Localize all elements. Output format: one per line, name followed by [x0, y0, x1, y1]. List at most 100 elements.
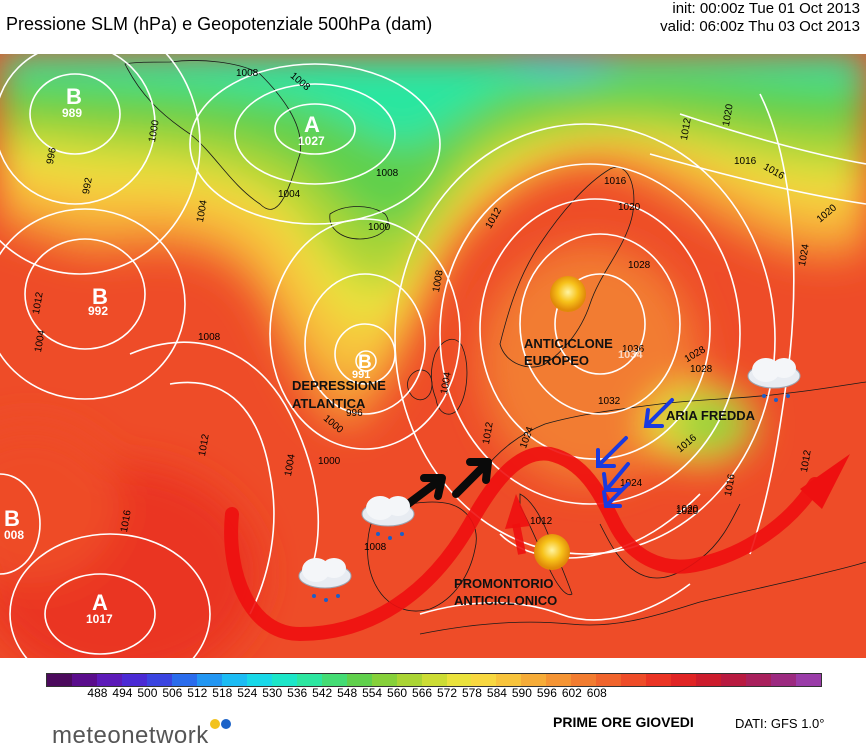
cold-arrow: [602, 482, 630, 508]
color-swatch: [721, 674, 747, 686]
color-scale-label: 602: [561, 686, 582, 700]
color-scale-labels: 488 494 500 506 512 518 524 530 536 542 548 554 560 5…: [46, 686, 820, 702]
isobar-label: 996: [45, 146, 59, 165]
color-swatch: [146, 674, 172, 686]
isobar-label: 1000: [147, 119, 162, 143]
isobars: [0, 54, 866, 658]
color-swatch: [571, 674, 597, 686]
color-swatch: [496, 674, 522, 686]
color-scale-label: 590: [511, 686, 532, 700]
british-isles-coast: [430, 338, 468, 415]
rain-cloud-icon: [298, 558, 352, 602]
ridge-curve: [224, 446, 822, 642]
color-swatch: [771, 674, 797, 686]
annotation-depressione-line1: DEPRESSIONE: [292, 378, 386, 393]
color-swatch: [171, 674, 197, 686]
isobar-label: 1024: [620, 478, 643, 489]
ridge-axis-arrowhead: [505, 494, 530, 529]
color-scale-label: 518: [212, 686, 233, 700]
init-time: init: 00:00z Tue 01 Oct 2013: [672, 0, 860, 17]
color-swatch: [396, 674, 422, 686]
isobar-label: 1028: [628, 260, 651, 271]
ridge-axis-arrow: [512, 523, 526, 555]
isobar-low-989: [29, 73, 121, 155]
high-letter: A: [304, 112, 320, 137]
greenland-coast: [124, 60, 302, 210]
color-swatch: [746, 674, 772, 686]
color-scale-label: 554: [362, 686, 383, 700]
isobar-label: 1004: [439, 371, 454, 395]
isobar-label: 1016: [723, 473, 738, 497]
low-letter: B: [4, 506, 20, 531]
isobar-label: 1008: [236, 68, 259, 79]
color-swatch: [596, 674, 622, 686]
color-swatch: [546, 674, 572, 686]
logo-dot-yellow: [210, 719, 220, 729]
color-swatch: [196, 674, 222, 686]
data-source: DATI: GFS 1.0°: [735, 716, 825, 731]
high-center: 1034: [618, 349, 643, 361]
flow-arrow: [404, 474, 446, 508]
color-scale-label: 608: [586, 686, 607, 700]
high-letter: A: [92, 590, 108, 615]
logo-dot-blue: [221, 719, 231, 729]
high-center: A 1027: [298, 112, 325, 148]
color-swatch: [296, 674, 322, 686]
iberia-coast: [367, 501, 477, 612]
isobar-label: 1020: [676, 504, 699, 515]
isobar-label: 1036: [622, 344, 645, 355]
isobar-label: 1008: [364, 542, 387, 553]
color-scale-label: 548: [337, 686, 358, 700]
cold-arrow: [643, 398, 674, 428]
annotation-promontorio-line2: ANTICICLONICO: [454, 593, 557, 608]
isobar-label: 1028: [690, 364, 713, 375]
color-swatch: [471, 674, 497, 686]
isobar-label: 1016: [604, 176, 627, 187]
rain-cloud-icon: [747, 358, 801, 402]
annotation-aria-fredda: ARIA FREDDA: [666, 408, 756, 423]
isobar-label: 1012: [679, 117, 694, 141]
isobar-label: 1032: [598, 396, 621, 407]
isobar-label: 1020: [676, 506, 699, 517]
color-swatch: [346, 674, 372, 686]
low-value: 989: [62, 106, 82, 120]
isobar-label: 1016: [119, 509, 134, 533]
isobar-label: 1000: [368, 222, 391, 233]
color-swatch: [796, 674, 822, 686]
logo-dots: [210, 716, 232, 734]
meteonetwork-logo: meteonetwork: [52, 722, 209, 749]
cold-arrow: [596, 436, 628, 468]
isobar-label: 1000: [318, 456, 341, 467]
isobar-label: 1004: [33, 329, 48, 353]
annotation-anticiclone-line1: ANTICICLONE: [524, 336, 613, 351]
color-scale-label: 596: [536, 686, 557, 700]
sun-icon: [550, 276, 586, 312]
color-scale-label: 584: [486, 686, 507, 700]
low-center: B 992: [88, 284, 108, 318]
color-scale-label: 506: [162, 686, 183, 700]
isobar-label: 1008: [376, 168, 399, 179]
geopotential-color-scale: [46, 673, 822, 687]
ridge-arrow: [224, 446, 850, 642]
color-swatch: [321, 674, 347, 686]
color-scale-label: 512: [187, 686, 208, 700]
low-letter: B: [358, 352, 372, 373]
annotations: DEPRESSIONE ATLANTICA ANTICICLONE EUROPE…: [292, 336, 756, 608]
color-scale-label: 566: [412, 686, 433, 700]
sun-icon: [534, 534, 570, 570]
color-swatch: [246, 674, 272, 686]
color-swatch: [371, 674, 397, 686]
isobar-label: 1020: [618, 202, 641, 213]
color-swatch: [696, 674, 722, 686]
high-value: 1017: [86, 612, 113, 626]
annotation-anticiclone-line2: EUROPEO: [524, 353, 589, 368]
cold-air-arrows: [596, 398, 674, 508]
valid-time: valid: 06:00z Thu 03 Oct 2013: [660, 18, 860, 35]
color-scale-label: 488: [87, 686, 108, 700]
isobar-label: 1012: [31, 291, 46, 315]
isobar-label: 996: [346, 408, 363, 419]
low-center: B 991: [352, 350, 377, 381]
rain-cloud-icon: [361, 496, 415, 540]
cold-arrow: [602, 462, 630, 492]
balkans-coast: [599, 503, 741, 579]
